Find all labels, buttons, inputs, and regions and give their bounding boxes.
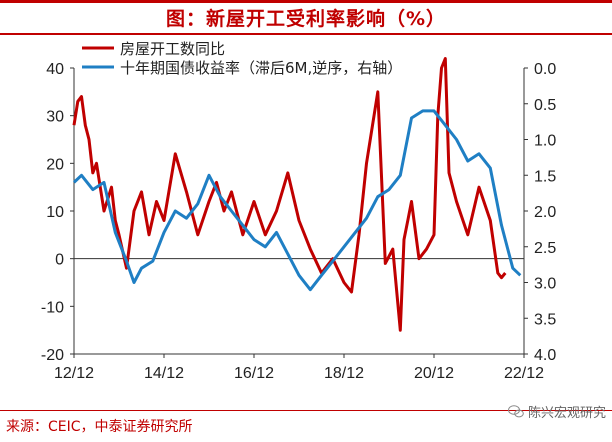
legend-label-1: 房屋开工数同比	[120, 40, 225, 58]
right-tick-label: 1.0	[534, 133, 556, 150]
left-tick-label: 10	[46, 204, 64, 221]
watermark: 陈兴宏观研究	[507, 402, 606, 421]
legend-label-2: 十年期国债收益率（滞后6M,逆序，右轴）	[120, 59, 402, 77]
right-tick-label: 2.5	[534, 240, 556, 257]
x-tick-label: 14/12	[144, 365, 184, 382]
left-tick-label: 0	[55, 252, 64, 269]
line-chart: -20 -10 0 10 20 30 40 0.0 0.5 1.0 1.5 2.0 2.5 3.0 3.5 4…	[41, 40, 556, 382]
title-rule-top	[0, 0, 612, 3]
left-tick-label: 40	[46, 61, 64, 78]
title-bar: 图：新屋开工受利率影响（%）	[0, 0, 612, 35]
right-tick-label: 3.5	[534, 311, 556, 328]
right-tick-label: 0.0	[534, 61, 556, 78]
left-tick-label: -10	[41, 299, 64, 316]
footer-rule	[0, 410, 612, 411]
right-tick-label: 0.5	[534, 97, 556, 114]
page-title: 图：新屋开工受利率影响（%）	[165, 8, 447, 30]
left-tick-label: -20	[41, 347, 64, 364]
x-tick-label: 12/12	[54, 365, 94, 382]
source-note: 来源：CEIC，中泰证券研究所	[6, 419, 193, 435]
series-line-1	[72, 57, 507, 332]
x-tick-label: 20/12	[414, 365, 454, 382]
right-tick-label: 2.0	[534, 204, 556, 221]
left-tick-label: 20	[46, 156, 64, 173]
right-tick-label: 4.0	[534, 347, 556, 364]
wechat-icon	[507, 405, 524, 418]
watermark-text: 陈兴宏观研究	[527, 406, 606, 421]
title-rule-bottom	[0, 33, 612, 35]
x-tick-label: 18/12	[324, 365, 364, 382]
right-tick-label: 3.0	[534, 276, 556, 293]
left-tick-label: 30	[46, 109, 64, 126]
x-tick-label: 22/12	[504, 365, 544, 382]
x-tick-label: 16/12	[234, 365, 274, 382]
right-tick-label: 1.5	[534, 168, 556, 185]
series-line-2	[72, 109, 522, 292]
